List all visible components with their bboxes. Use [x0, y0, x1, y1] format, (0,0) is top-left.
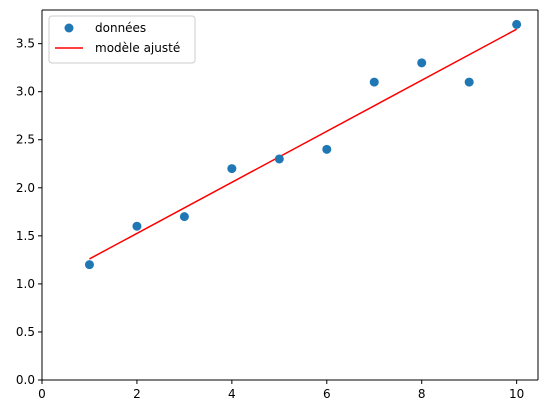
data-point: [369, 77, 379, 87]
x-tick-label: 10: [509, 387, 524, 401]
plot-background: [42, 10, 538, 380]
data-point: [417, 58, 427, 68]
y-tick-label: 0.0: [16, 373, 35, 387]
legend-box: [48, 15, 196, 64]
x-tick-label: 6: [323, 387, 331, 401]
data-point: [274, 154, 284, 164]
y-tick-label: 0.5: [16, 325, 35, 339]
x-tick-label: 8: [418, 387, 426, 401]
legend-label-donnees: données: [95, 21, 146, 35]
data-point: [179, 212, 189, 222]
y-tick-label: 2.0: [16, 181, 35, 195]
y-tick-label: 1.5: [16, 229, 35, 243]
data-point: [84, 260, 94, 270]
y-tick-label: 3.5: [16, 37, 35, 51]
x-tick-label: 2: [133, 387, 141, 401]
y-tick-label: 2.5: [16, 133, 35, 147]
y-axis-ticks: 0.0 0.5 1.0 1.5 2.0 2.5 3.0 3.5: [16, 37, 42, 387]
y-tick-label: 1.0: [16, 277, 35, 291]
x-axis-ticks: 0 2 4 6 8 10: [38, 380, 524, 401]
legend: données modèle ajusté: [48, 15, 196, 64]
axes-frame: [41, 9, 539, 381]
x-tick-label: 4: [228, 387, 236, 401]
legend-label-modele-ajuste: modèle ajusté: [95, 41, 180, 55]
legend-marker-donnees: [64, 23, 74, 33]
data-point: [322, 144, 332, 154]
plot-area: [42, 10, 538, 380]
data-point: [464, 77, 474, 87]
y-tick-label: 3.0: [16, 85, 35, 99]
data-points-layer: [84, 19, 522, 270]
data-point: [132, 221, 142, 231]
data-point: [227, 164, 237, 174]
fitted-line-layer: [89, 28, 517, 260]
x-tick-label: 0: [38, 387, 46, 401]
fitted-line: [89, 28, 517, 260]
data-point: [512, 19, 522, 29]
